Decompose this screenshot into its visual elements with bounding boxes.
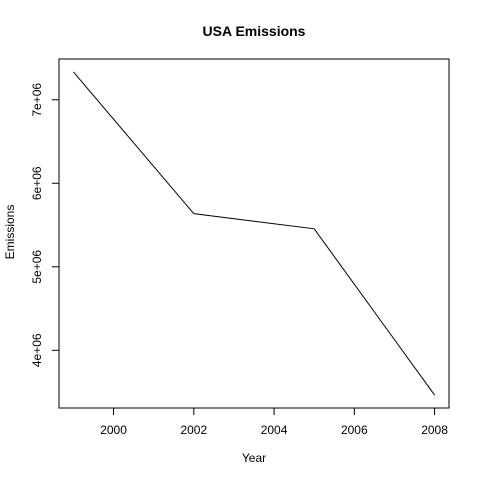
x-tick-label: 2002 (180, 423, 207, 437)
y-tick-label: 5e+06 (30, 250, 44, 284)
x-axis-label: Year (242, 451, 266, 465)
y-tick-label: 4e+06 (30, 333, 44, 367)
series-line (73, 71, 435, 396)
x-tick-label: 2000 (100, 423, 127, 437)
y-tick-label: 7e+06 (30, 83, 44, 117)
y-axis: 4e+06 5e+06 6e+06 7e+06 (30, 83, 59, 367)
plot-area-frame (58, 58, 450, 409)
y-tick-label: 6e+06 (30, 166, 44, 200)
x-tick-label: 2004 (261, 423, 288, 437)
x-tick-label: 2008 (421, 423, 448, 437)
y-axis-label: Emissions (3, 205, 17, 260)
x-axis: 2000 2002 2004 2006 2008 (100, 408, 448, 437)
series-layer (73, 71, 435, 396)
x-tick-label: 2006 (341, 423, 368, 437)
chart-title: USA Emissions (203, 23, 306, 39)
